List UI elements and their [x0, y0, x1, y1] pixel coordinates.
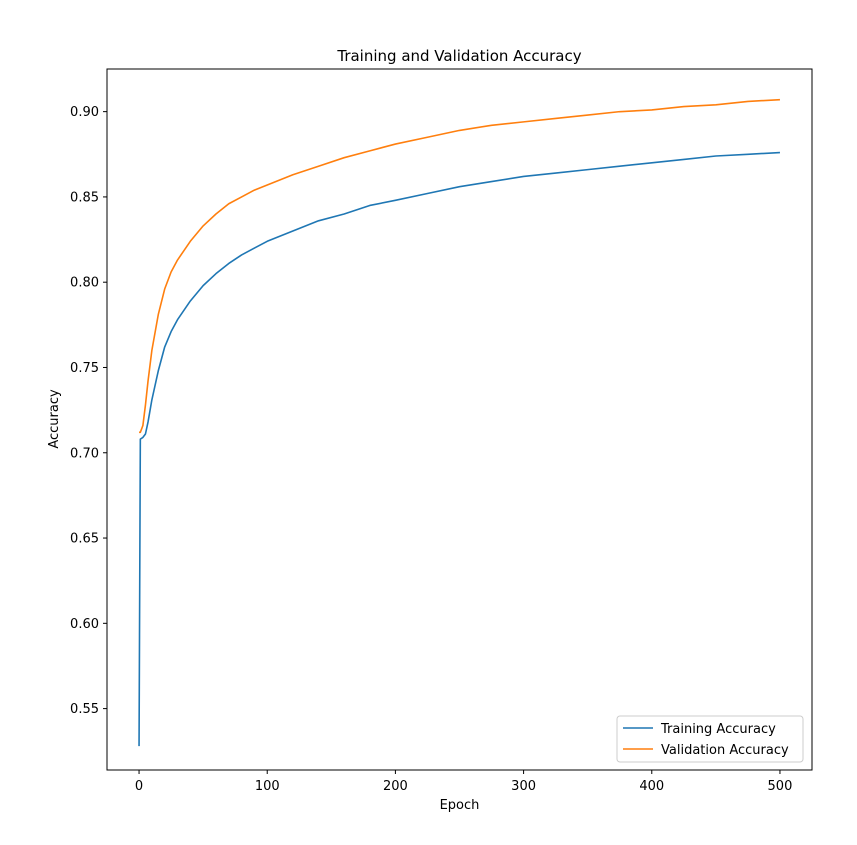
x-tick-label: 400 [639, 779, 664, 794]
y-tick-label: 0.55 [70, 702, 99, 717]
plot-lines [138, 98, 780, 747]
y-tick-label: 0.80 [70, 276, 99, 291]
x-tick-label: 200 [383, 779, 408, 794]
legend-box [616, 715, 804, 763]
chart-title: Training and Validation Accuracy [336, 47, 581, 65]
y-tick-label: 0.90 [70, 105, 99, 120]
y-tick-label: 0.75 [70, 361, 99, 376]
axes-frame [106, 68, 813, 771]
series-line-1 [139, 98, 780, 434]
y-tick-label: 0.60 [70, 617, 99, 632]
y-tick-label: 0.85 [70, 190, 99, 205]
y-axis-label: Accuracy [47, 389, 62, 449]
y-tick-label: 0.70 [70, 446, 99, 461]
legend: Training Accuracy Validation Accuracy [616, 715, 804, 763]
y-axis-ticks: 0.55 0.60 0.65 0.70 0.75 0.80 0.85 0.90 [70, 105, 107, 717]
legend-label-validation: Validation Accuracy [661, 743, 789, 758]
x-tick-label: 0 [135, 779, 143, 794]
x-tick-label: 100 [255, 779, 280, 794]
y-tick-label: 0.65 [70, 532, 99, 547]
x-axis-ticks: 0 100 200 300 400 500 [135, 770, 792, 794]
series-line-0 [138, 151, 780, 747]
legend-label-training: Training Accuracy [660, 722, 776, 737]
x-tick-label: 500 [768, 779, 793, 794]
x-tick-label: 300 [511, 779, 536, 794]
x-axis-label: Epoch [440, 798, 480, 813]
